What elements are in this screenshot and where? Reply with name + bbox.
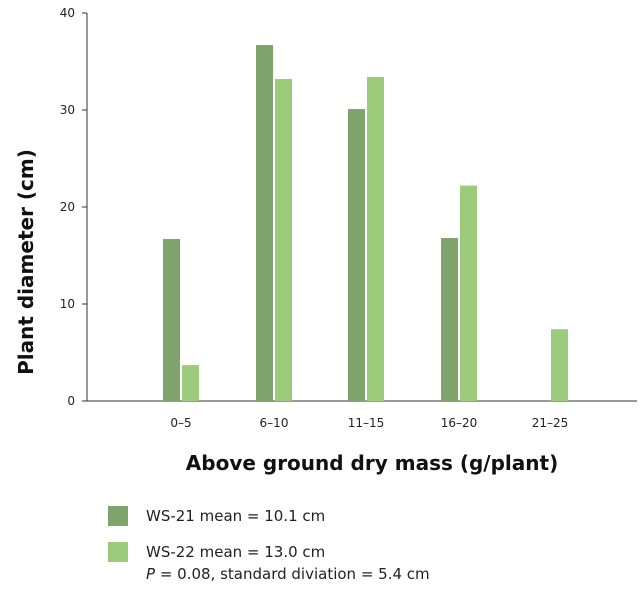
legend-label-ws21: WS-21 mean = 10.1 cm (146, 507, 326, 525)
bar-ws21-2 (348, 109, 365, 401)
y-tick-label: 40 (60, 6, 75, 20)
x-tick-label: 16–20 (441, 416, 478, 430)
x-tick-label: 0–5 (170, 416, 191, 430)
bar-ws22-1 (275, 78, 292, 402)
legend-text-block-ws22: WS-22 mean = 13.0 cm P = 0.08, standard … (146, 541, 430, 585)
legend-item-ws22: WS-22 mean = 13.0 cm P = 0.08, standard … (108, 541, 430, 585)
x-tick-label: 11–15 (348, 416, 385, 430)
y-tick-label: 10 (60, 297, 75, 311)
p-symbol: P (146, 565, 156, 583)
bar-ws21-3 (441, 238, 458, 401)
x-tick-label: 21–25 (532, 416, 569, 430)
bar-ws22-3 (460, 185, 477, 401)
bar-ws21-1 (256, 45, 273, 401)
bar-ws22-0 (182, 365, 199, 401)
y-tick-label: 20 (60, 200, 75, 214)
bar-ws21-0 (163, 239, 180, 401)
y-tick-label: 0 (67, 394, 75, 408)
y-axis-label: Plant diameter (cm) (14, 149, 38, 375)
legend-label-ws22: WS-22 mean = 13.0 cm (146, 543, 326, 561)
bars (163, 45, 568, 402)
legend-swatch-ws22 (108, 542, 128, 562)
y-axis: 0 10 20 30 40 (60, 6, 88, 408)
x-tick-label: 6–10 (260, 416, 289, 430)
bar-ws22-2 (367, 77, 384, 402)
legend-statistics-note: P = 0.08, standard diviation = 5.4 cm (146, 563, 430, 585)
legend: WS-21 mean = 10.1 cm WS-22 mean = 13.0 c… (108, 505, 430, 599)
y-tick-label: 30 (60, 103, 75, 117)
statistics-text: = 0.08, standard diviation = 5.4 cm (155, 565, 430, 583)
legend-item-ws21: WS-21 mean = 10.1 cm (108, 505, 430, 527)
legend-swatch-ws21 (108, 506, 128, 526)
x-axis-label: Above ground dry mass (g/plant) (186, 451, 558, 475)
x-axis: 0–5 6–10 11–15 16–20 21–25 (87, 400, 637, 430)
bar-chart: 0 10 20 30 40 0–5 6–10 11–15 16–20 21–25 Plant d… (14, 6, 637, 475)
bar-ws22-4 (551, 329, 568, 401)
